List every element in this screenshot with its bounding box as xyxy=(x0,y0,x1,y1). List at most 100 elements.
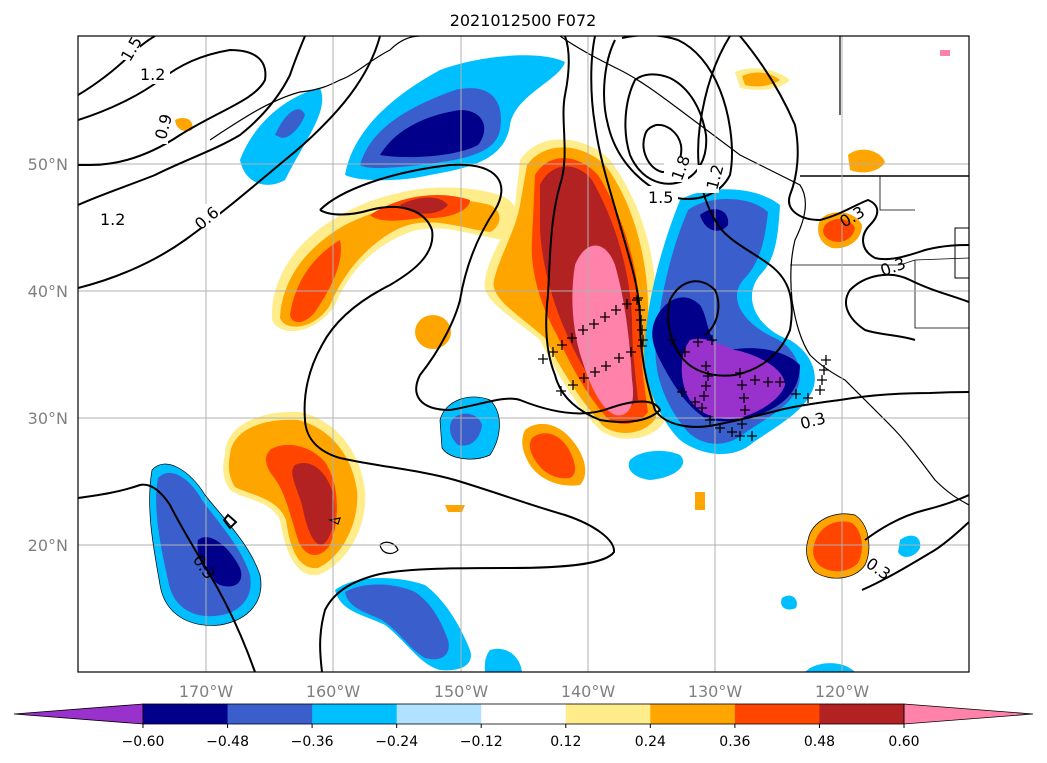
plus-marker xyxy=(538,354,548,364)
plus-marker xyxy=(601,361,611,371)
coastlines xyxy=(209,36,969,555)
colorbar-segment xyxy=(312,704,398,724)
plus-marker xyxy=(638,335,648,345)
plus-marker xyxy=(705,415,715,425)
contour-label: 1.5 xyxy=(648,188,673,207)
plus-marker xyxy=(819,365,829,375)
plus-marker xyxy=(637,341,647,351)
plus-marker xyxy=(821,355,831,365)
plus-marker xyxy=(589,319,599,329)
latitude-labels: 50°N 40°N 30°N 20°N xyxy=(28,155,68,555)
plus-marker xyxy=(611,305,621,315)
lat-label: 50°N xyxy=(28,155,68,174)
lat-label: 40°N xyxy=(28,282,68,301)
plus-marker xyxy=(803,393,813,403)
plus-marker xyxy=(600,312,610,322)
colorbar-tick-label: −0.12 xyxy=(460,734,503,750)
plus-marker xyxy=(763,377,773,387)
plus-marker xyxy=(626,347,636,357)
lon-label: 130°W xyxy=(688,682,743,701)
colorbar-tick-label: −0.48 xyxy=(206,734,249,750)
colorbar-tick-label: 0.12 xyxy=(550,734,581,750)
plus-marker xyxy=(715,423,725,433)
longitude-labels: 170°W 160°W 150°W 140°W 130°W 120°W xyxy=(179,682,870,701)
colorbar-tick-label: 0.48 xyxy=(804,734,835,750)
plus-marker xyxy=(693,337,703,347)
plus-markers xyxy=(538,293,831,441)
contour-label: 1.2 xyxy=(140,65,165,84)
plus-marker xyxy=(636,315,646,325)
colorbar-tick-label: 0.36 xyxy=(719,734,750,750)
plus-marker xyxy=(750,375,760,385)
map-frame xyxy=(77,35,970,673)
contour-lines xyxy=(78,36,969,672)
plus-marker xyxy=(701,361,711,371)
plus-marker xyxy=(579,373,589,383)
lat-label: 30°N xyxy=(28,409,68,428)
plus-marker xyxy=(677,387,687,397)
plus-marker xyxy=(747,431,757,441)
plus-marker xyxy=(635,305,645,315)
lon-label: 140°W xyxy=(561,682,616,701)
plus-marker xyxy=(727,427,737,437)
colorbar-tick-label: 0.60 xyxy=(888,734,919,750)
colorbar-segment xyxy=(143,704,229,724)
lat-label: 20°N xyxy=(28,536,68,555)
plus-marker xyxy=(578,325,588,335)
plus-marker xyxy=(701,381,711,391)
map-area: 1.5 1.2 0.9 1.2 0.6 1.5 1.8 1.2 0.3 0.3 … xyxy=(78,36,969,672)
colorbar-tick-label: 0.24 xyxy=(635,734,666,750)
colorbar-segment xyxy=(565,704,651,724)
colorbar-segment xyxy=(227,704,313,724)
plus-marker xyxy=(614,353,624,363)
map-title: 2021012500 F072 xyxy=(450,11,597,30)
colorbar-segment xyxy=(396,704,482,724)
plus-marker xyxy=(680,347,690,357)
plus-marker xyxy=(735,368,745,378)
plus-marker xyxy=(775,377,785,387)
shaded-anomaly-fields xyxy=(149,50,950,672)
plus-marker xyxy=(791,389,801,399)
plus-marker xyxy=(817,375,827,385)
plus-marker xyxy=(737,380,747,390)
colorbar-extend-max xyxy=(903,703,1034,725)
plus-marker xyxy=(697,403,707,413)
plus-marker xyxy=(703,371,713,381)
lon-label: 160°W xyxy=(306,682,361,701)
plus-marker xyxy=(622,299,632,309)
colorbar-tick-label: −0.60 xyxy=(122,734,165,750)
graticule xyxy=(78,36,969,672)
plus-marker xyxy=(735,431,745,441)
plus-marker xyxy=(739,393,749,403)
lon-label: 170°W xyxy=(179,682,234,701)
plus-marker xyxy=(699,391,709,401)
plus-marker xyxy=(568,380,578,390)
lon-label: 150°W xyxy=(434,682,489,701)
plus-marker xyxy=(556,386,566,396)
colorbar-tick-label: −0.36 xyxy=(291,734,334,750)
plus-marker xyxy=(815,385,825,395)
plus-marker xyxy=(548,347,558,357)
colorbar-extend-min xyxy=(13,703,144,725)
plus-marker xyxy=(633,293,643,303)
plus-marker xyxy=(690,397,700,407)
plus-marker xyxy=(740,405,750,415)
colorbar: −0.60 −0.48 −0.36 −0.24 −0.12 0.12 0.24 0.36 0.4… xyxy=(13,703,1034,750)
plus-marker xyxy=(737,419,747,429)
plus-marker xyxy=(637,325,647,335)
plus-marker xyxy=(567,333,577,343)
colorbar-segment xyxy=(650,704,736,724)
colorbar-tick-label: −0.24 xyxy=(375,734,418,750)
plus-marker xyxy=(632,295,642,305)
plus-marker xyxy=(707,335,717,345)
colorbar-segment xyxy=(819,704,905,724)
contour-label: 1.2 xyxy=(100,210,125,229)
colorbar-segment xyxy=(481,704,567,724)
plus-marker xyxy=(590,367,600,377)
lon-label: 120°W xyxy=(815,682,870,701)
colorbar-frame xyxy=(142,703,905,725)
plus-marker xyxy=(557,340,567,350)
plus-marker xyxy=(667,335,677,345)
colorbar-segment xyxy=(734,704,820,724)
